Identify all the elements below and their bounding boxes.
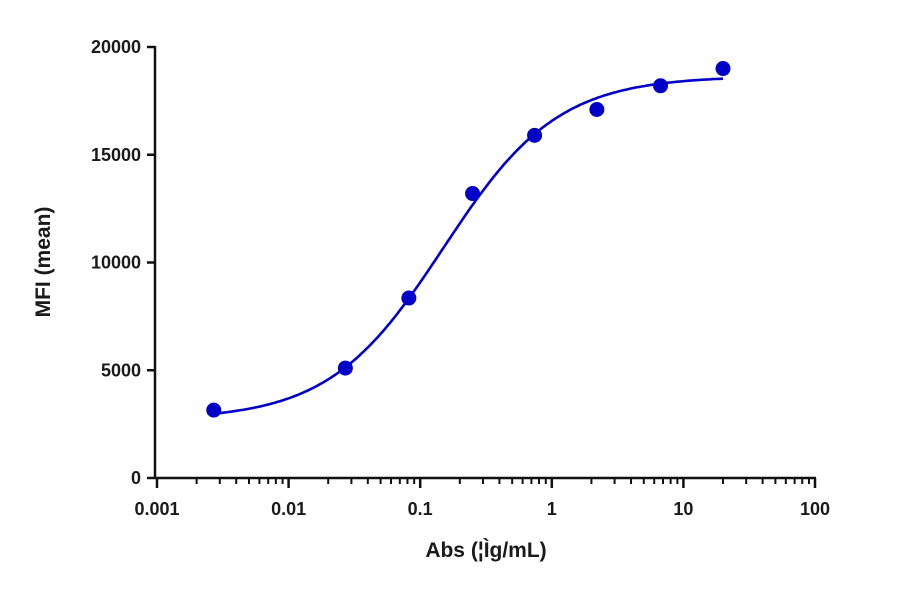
y-tick-label: 5000 bbox=[101, 360, 141, 380]
x-tick-label: 0.01 bbox=[271, 499, 306, 519]
data-points bbox=[206, 61, 731, 418]
data-point bbox=[206, 402, 222, 418]
y-tick-label: 10000 bbox=[91, 253, 141, 273]
y-tick-label: 0 bbox=[131, 468, 141, 488]
x-axis-title: Abs (¦Ìg/mL) bbox=[425, 539, 546, 562]
data-point bbox=[589, 101, 605, 117]
x-tick-label: 1 bbox=[547, 499, 557, 519]
x-tick-label: 0.001 bbox=[134, 499, 179, 519]
y-tick-label: 20000 bbox=[91, 37, 141, 57]
data-point bbox=[337, 360, 353, 376]
data-point bbox=[653, 78, 669, 94]
data-point bbox=[715, 61, 731, 77]
data-point bbox=[465, 186, 481, 202]
tick-labels: 0 5000 10000 15000 20000 0.001 0.01 0.1 1 10 100 bbox=[91, 37, 830, 519]
fit-curve bbox=[213, 77, 724, 415]
data-point bbox=[401, 290, 417, 306]
axes bbox=[147, 45, 817, 488]
x-tick-label: 0.1 bbox=[408, 499, 433, 519]
x-tick-label: 100 bbox=[800, 499, 830, 519]
y-axis-title: MFI (mean) bbox=[32, 207, 55, 318]
x-tick-label: 10 bbox=[673, 499, 693, 519]
y-tick-label: 15000 bbox=[91, 145, 141, 165]
data-point bbox=[527, 127, 543, 143]
